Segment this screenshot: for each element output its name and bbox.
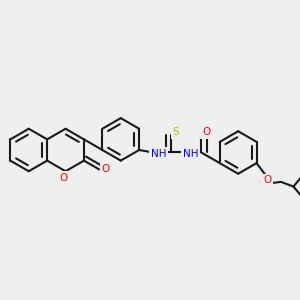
Text: O: O <box>263 175 272 185</box>
Text: O: O <box>202 127 210 137</box>
Text: NH: NH <box>183 149 199 159</box>
Text: NH: NH <box>151 149 166 159</box>
Text: O: O <box>60 173 68 183</box>
Text: O: O <box>102 164 110 174</box>
Text: S: S <box>173 127 179 137</box>
